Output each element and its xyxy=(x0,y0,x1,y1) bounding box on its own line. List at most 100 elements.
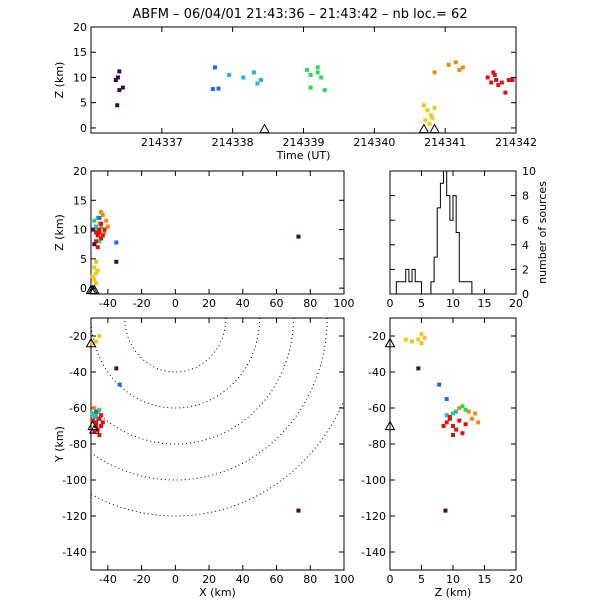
time-height-source-point xyxy=(308,85,313,90)
x-height-xtick-label: 100 xyxy=(334,297,355,310)
x-height-station-triangle xyxy=(89,284,100,295)
time-height-source-point xyxy=(423,118,428,123)
height-plan-source-point xyxy=(454,427,459,432)
plan-view-source-point xyxy=(90,341,95,346)
x-height-source-point xyxy=(102,227,107,232)
x-height-source-point xyxy=(92,242,97,247)
time-height-source-point xyxy=(308,72,313,77)
title-date: 06/04/01 xyxy=(184,7,242,22)
time-height-frame xyxy=(90,26,517,134)
plan-view-xtick-label: 100 xyxy=(334,573,355,586)
x-height-source-point xyxy=(100,212,105,217)
height-histogram-ytick-label: 4 xyxy=(522,239,529,252)
x-height-source-point xyxy=(90,227,95,232)
time-height-ytick-label: 5 xyxy=(80,97,87,110)
time-height-source-point xyxy=(315,65,320,70)
height-plan-source-point xyxy=(416,337,421,342)
time-height-source-point xyxy=(432,105,437,110)
plan-view-xtick-label: 80 xyxy=(303,573,317,586)
height-histogram-ytick-label: 8 xyxy=(522,190,529,203)
time-height-source-point xyxy=(430,115,435,120)
time-height-source-point xyxy=(460,65,465,70)
height-plan-source-point xyxy=(451,433,455,437)
height-plan-station-triangle xyxy=(384,420,396,431)
plan-view-xtick-label: 40 xyxy=(236,573,250,586)
time-height-source-point xyxy=(446,62,451,67)
time-height-source-point xyxy=(319,75,324,80)
x-height-source-point xyxy=(100,233,105,238)
x-height-ylabel: Z (km) xyxy=(53,214,66,251)
height-plan-source-point xyxy=(469,416,474,421)
time-height-xtick-label: 214339 xyxy=(283,136,325,149)
plan-view-ytick-label: -120 xyxy=(62,510,87,523)
height-plan-source-point xyxy=(441,424,446,428)
time-height-source-point xyxy=(429,113,433,118)
time-height-source-point xyxy=(425,108,430,113)
plan-view-source-point xyxy=(100,420,105,425)
x-height-source-point xyxy=(97,215,102,220)
plan-view-source-point xyxy=(92,429,97,434)
height-histogram-ylabel: number of sources xyxy=(536,181,549,284)
plan-view-station-triangle xyxy=(89,424,100,434)
x-height-source-point xyxy=(94,227,99,232)
height-plan-xtick-label: 10 xyxy=(446,573,460,586)
height-plan-source-point xyxy=(457,418,462,423)
plan-view-xtick-label: -40 xyxy=(99,573,117,586)
height-plan-source-point xyxy=(451,424,455,428)
x-height-source-point xyxy=(114,259,119,264)
plan-view-source-point xyxy=(99,413,104,418)
time-height-source-point xyxy=(120,85,125,90)
height-plan-xtick-label: 20 xyxy=(509,573,523,586)
height-plan-source-point xyxy=(454,409,459,414)
x-height-source-point xyxy=(99,236,104,241)
height-plan-source-point xyxy=(416,366,421,371)
time-height-source-point xyxy=(241,75,246,80)
height-plan-source-point xyxy=(444,420,449,425)
plan-view-source-point xyxy=(97,433,102,437)
height-plan-source-point xyxy=(451,411,455,416)
x-height-source-point xyxy=(296,234,301,239)
plan-view-range-contour xyxy=(91,318,261,409)
height-histogram-ytick-label: 6 xyxy=(522,214,529,227)
height-plan-ytick-label: -20 xyxy=(368,330,386,343)
height-plan-ytick-label: -40 xyxy=(368,366,386,379)
plan-view-xtick-label: -20 xyxy=(133,573,151,586)
x-height-xtick-label: 20 xyxy=(202,297,216,310)
time-height-source-point xyxy=(503,90,508,95)
x-height-source-point xyxy=(95,245,100,250)
plan-view-source-point xyxy=(94,409,99,414)
height-plan-xtick-label: 5 xyxy=(418,573,425,586)
figure-title: ABFM – 06/04/01 21:43:36 – 21:43:42 – nb… xyxy=(132,7,467,22)
height-histogram-bin xyxy=(409,282,412,294)
x-height-xtick-label: 0 xyxy=(172,297,179,310)
plan-view-source-point xyxy=(94,424,99,428)
height-plan-xlabel: Z (km) xyxy=(435,586,472,599)
x-height-source-point xyxy=(92,277,97,282)
x-height-source-point xyxy=(104,218,109,223)
height-plan-source-point xyxy=(463,422,468,427)
plan-view-station-triangle xyxy=(85,337,97,348)
x-height-source-point xyxy=(97,230,102,235)
x-height-source-point xyxy=(99,224,104,229)
height-plan-ytick-label: -100 xyxy=(361,474,386,487)
time-height-source-point xyxy=(259,78,263,82)
time-height-source-point xyxy=(212,65,217,70)
x-height-source-point xyxy=(99,221,104,226)
plan-view-source-point xyxy=(94,420,99,425)
x-height-source-point xyxy=(114,240,119,245)
plan-view-xlabel: X (km) xyxy=(199,586,236,599)
height-plan-source-point xyxy=(460,404,465,409)
x-height-ytick-label: 0 xyxy=(80,282,87,295)
height-plan-source-point xyxy=(437,382,442,387)
height-histogram-bin xyxy=(403,282,406,294)
plan-view-xtick-label: 60 xyxy=(270,573,284,586)
height-plan-source-point xyxy=(410,339,415,344)
height-plan-panel: 0 5 10 15 20 -140 -120 -100 -80 -60 -40 -20 Z (km) xyxy=(361,317,523,599)
time-height-source-point xyxy=(510,78,515,82)
time-height-source-point xyxy=(305,67,310,72)
plan-view-source-point xyxy=(99,424,104,428)
height-histogram-bin xyxy=(399,282,402,294)
height-plan-source-point xyxy=(476,420,481,425)
x-height-source-point xyxy=(95,233,100,238)
